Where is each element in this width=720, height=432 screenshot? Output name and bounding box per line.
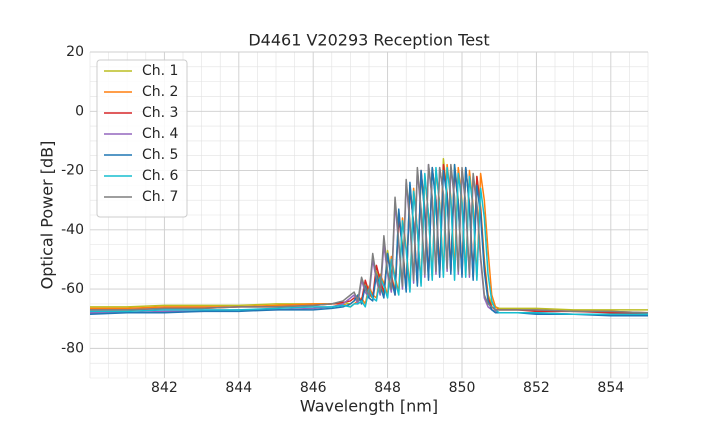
y-tick-label: -40 [61,222,84,238]
legend: Ch. 1 Ch. 2 Ch. 3 Ch. 4 Ch. 5 Ch. 6 Ch. 7 [96,59,188,218]
y-tick-label: -20 [61,163,84,179]
x-tick-label: 850 [449,380,476,396]
y-axis-label: Optical Power [dB] [38,141,57,290]
x-tick-label: 842 [151,380,178,396]
series-line [90,166,648,316]
legend-label: Ch. 2 [142,84,178,100]
legend-label: Ch. 1 [142,63,178,79]
legend-label: Ch. 7 [142,189,178,205]
chart-title: D4461 V20293 Reception Test [248,31,489,50]
series-line [90,163,648,317]
x-tick-label: 852 [523,380,550,396]
legend-label: Ch. 5 [142,147,178,163]
legend-label: Ch. 4 [142,126,179,142]
legend-label: Ch. 3 [142,105,178,121]
x-tick-label: 848 [374,380,401,396]
legend-box [96,59,188,218]
x-tick-label: 846 [300,380,327,396]
series-line [90,163,648,314]
x-tick-label: 844 [225,380,252,396]
y-tick-label: 20 [66,44,84,60]
plot-lines [90,157,648,317]
x-axis-label: Wavelength [nm] [300,397,438,416]
x-tick-label: 854 [597,380,624,396]
y-tick-label: -60 [61,281,84,297]
y-tick-label: -80 [61,340,84,356]
legend-label: Ch. 6 [142,168,179,184]
y-tick-label: 0 [75,103,84,119]
